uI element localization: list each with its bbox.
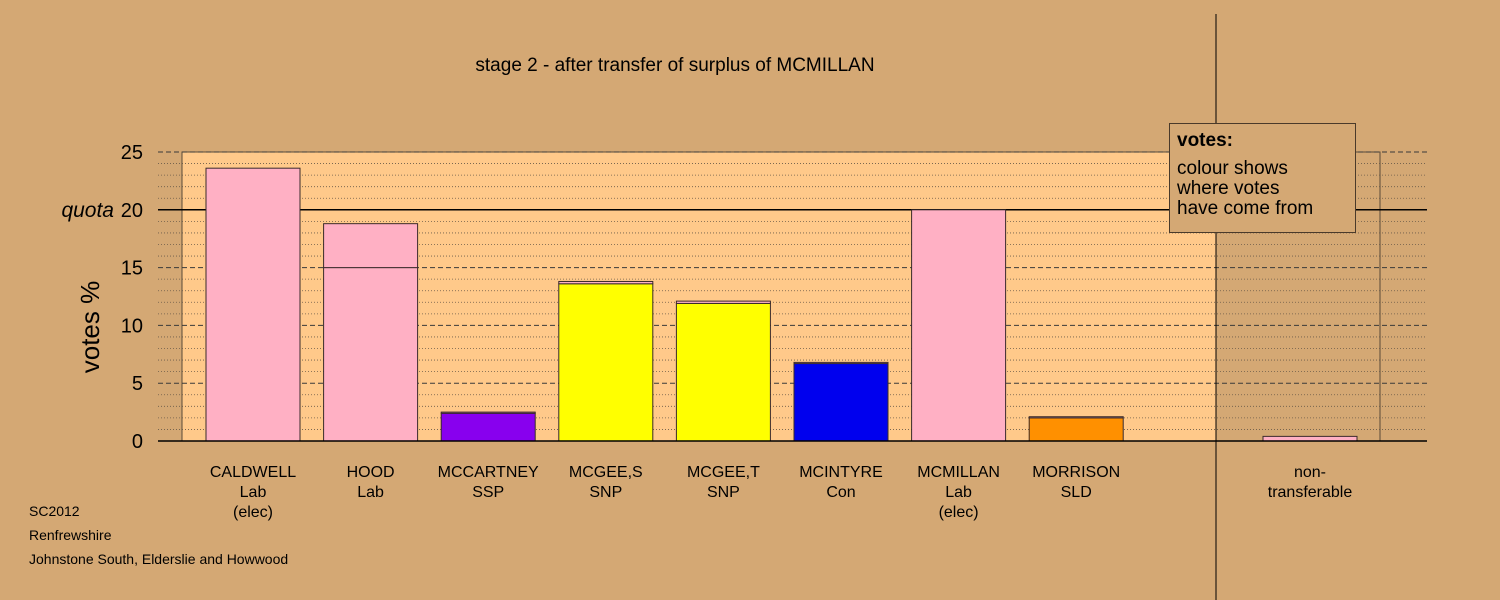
x-tick-label: HOOD	[347, 464, 395, 481]
labels: 0 5 10 15 20 25 quota CALDWELL Lab (elec) HOOD Lab M…	[61, 142, 1352, 521]
x-tick-label: SSP	[472, 484, 504, 501]
x-tick-label: (elec)	[233, 504, 273, 521]
bar-segment	[440, 411, 536, 414]
y-tick-label: 10	[121, 315, 143, 337]
legend-line-2: where votes	[1177, 178, 1280, 199]
x-tick-label: (elec)	[939, 504, 979, 521]
bar-segment	[440, 412, 536, 442]
x-tick-label-nontransferable: non-	[1294, 464, 1326, 481]
x-tick-label: MCINTYRE	[799, 464, 883, 481]
x-tick-label: MCGEE,S	[569, 464, 643, 481]
y-tick-label: 15	[121, 258, 143, 280]
x-tick-label-nontransferable: transferable	[1268, 484, 1353, 501]
bar-segment	[675, 300, 771, 304]
legend: votes: colour shows where votes have com…	[1169, 123, 1356, 233]
y-tick-label: 25	[121, 142, 143, 164]
y-tick-label: 5	[132, 373, 143, 395]
x-tick-label: SNP	[707, 484, 740, 501]
legend-title: votes:	[1177, 130, 1233, 151]
x-tick-label: MCMILLAN	[917, 464, 1000, 481]
x-tick-label: MCGEE,T	[687, 464, 760, 481]
bar-segment	[558, 280, 654, 285]
bar-segment	[323, 267, 419, 442]
bar-segment	[1028, 416, 1124, 419]
footer-council: Renfrewshire	[29, 527, 112, 543]
axes	[158, 14, 1427, 600]
bar-segment	[205, 167, 301, 442]
x-tick-label: Lab	[945, 484, 972, 501]
x-tick-label: Lab	[357, 484, 384, 501]
legend-line-1: colour shows	[1177, 158, 1288, 179]
bar-segment	[323, 223, 419, 269]
y-tick-label: 20	[121, 200, 143, 222]
x-tick-label: MORRISON	[1032, 464, 1120, 481]
x-tick-label: Con	[826, 484, 855, 501]
x-tick-label: SNP	[589, 484, 622, 501]
footer-election: SC2012	[29, 503, 80, 519]
x-tick-label: Lab	[240, 484, 267, 501]
y-axis-label: votes %	[75, 281, 105, 374]
chart-title: stage 2 - after transfer of surplus of M…	[475, 55, 874, 76]
y-tick-label: 0	[132, 431, 143, 453]
legend-line-3: have come from	[1177, 198, 1314, 219]
bar-segment	[675, 302, 771, 442]
bar-segment	[1028, 417, 1124, 442]
footer-ward: Johnstone South, Elderslie and Howwood	[29, 551, 289, 567]
bars	[205, 167, 1358, 442]
quota-label: quota	[61, 199, 114, 222]
bar-segment	[911, 209, 1007, 442]
x-tick-label: MCCARTNEY	[438, 464, 539, 481]
bar-segment	[793, 361, 889, 365]
bar-segment	[558, 283, 654, 442]
x-tick-label: SLD	[1061, 484, 1092, 501]
x-tick-label: CALDWELL	[210, 464, 296, 481]
bar-segment	[793, 363, 889, 442]
